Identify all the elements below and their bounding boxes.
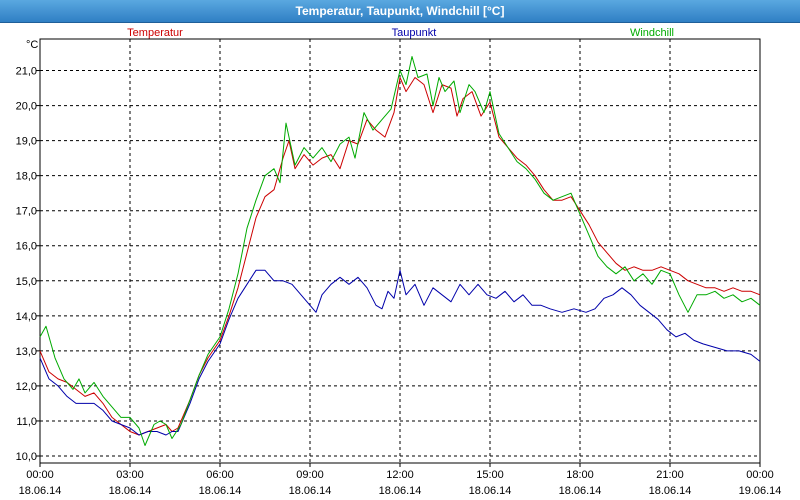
y-tick-label: 14,0 xyxy=(16,311,37,323)
y-tick-label: 17,0 xyxy=(16,206,37,218)
y-tick-label: 18,0 xyxy=(16,171,37,183)
x-tick-date: 18.06.14 xyxy=(379,485,422,497)
legend-windchill: Windchill xyxy=(630,27,674,39)
series-line-temperatur xyxy=(39,77,761,436)
series-line-windchill xyxy=(39,56,761,446)
y-tick-label: 16,0 xyxy=(16,241,37,253)
y-axis-label: °C xyxy=(26,39,38,51)
x-tick-date: 18.06.14 xyxy=(469,485,512,497)
y-tick-label: 11,0 xyxy=(16,416,37,428)
x-tick-date: 18.06.14 xyxy=(199,485,242,497)
y-tick-label: 15,0 xyxy=(16,276,37,288)
y-tick-label: 21,0 xyxy=(16,66,37,78)
y-tick-label: 20,0 xyxy=(16,101,37,113)
x-tick-date: 19.06.14 xyxy=(739,485,782,497)
x-tick-time: 09:00 xyxy=(296,469,324,481)
title-bar: Temperatur, Taupunkt, Windchill [°C] xyxy=(0,0,800,23)
series-line-taupunkt xyxy=(39,269,761,436)
x-tick-time: 15:00 xyxy=(476,469,504,481)
legend-taupunkt: Taupunkt xyxy=(392,27,437,39)
x-tick-time: 21:00 xyxy=(656,469,684,481)
grid xyxy=(40,39,760,463)
x-tick-time: 06:00 xyxy=(206,469,234,481)
x-tick-time: 03:00 xyxy=(116,469,144,481)
x-tick-date: 18.06.14 xyxy=(109,485,152,497)
x-tick-time: 18:00 xyxy=(566,469,594,481)
x-axis: 00:00 18.06.14 03:00 18.06.14 06:00 18.06.14 0… xyxy=(19,463,782,497)
y-tick-label: 10,0 xyxy=(16,451,37,463)
series-group xyxy=(39,56,761,446)
legend-temperatur: Temperatur xyxy=(127,27,183,39)
x-tick-time: 12:00 xyxy=(386,469,414,481)
window-title: Temperatur, Taupunkt, Windchill [°C] xyxy=(295,4,505,18)
legend: Temperatur Taupunkt Windchill xyxy=(127,27,674,39)
x-tick-time: 00:00 xyxy=(26,469,54,481)
x-tick-date: 18.06.14 xyxy=(559,485,602,497)
y-tick-label: 13,0 xyxy=(16,346,37,358)
y-tick-label: 12,0 xyxy=(16,381,37,393)
x-tick-date: 18.06.14 xyxy=(19,485,62,497)
y-axis: 10,0 11,0 12,0 13,0 14,0 15,0 16,0 17,0 18,0 19,0… xyxy=(16,66,40,463)
x-tick-date: 18.06.14 xyxy=(289,485,332,497)
y-tick-label: 19,0 xyxy=(16,136,37,148)
x-tick-time: 00:00 xyxy=(746,469,774,481)
x-tick-date: 18.06.14 xyxy=(649,485,692,497)
